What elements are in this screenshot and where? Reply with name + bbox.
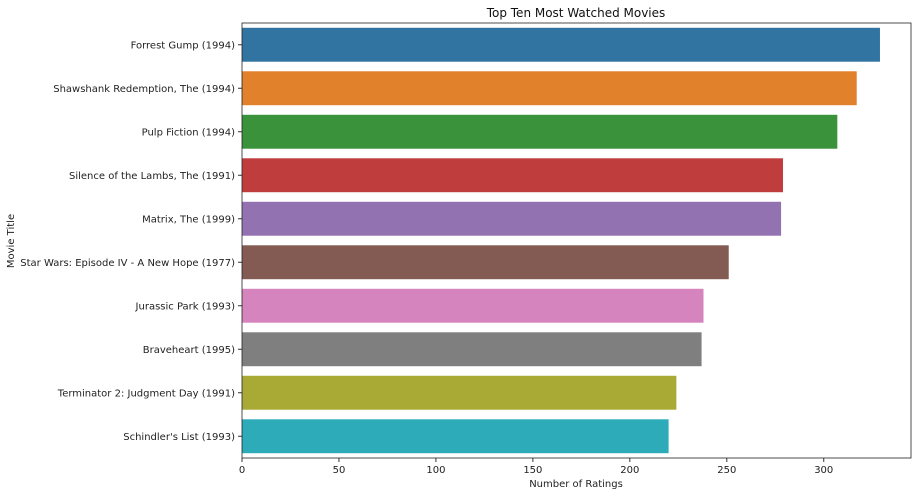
y-axis-label: Movie Title [6,214,17,268]
chart-title: Top Ten Most Watched Movies [486,6,666,20]
x-tick-label: 300 [814,465,833,476]
y-tick-label: Schindler's List (1993) [123,432,235,443]
bar [242,158,784,193]
bar [242,245,729,280]
x-axis-ticks: 0 50 100 150 200 250 300 [239,458,833,476]
y-tick-label: Braveheart (1995) [143,345,235,356]
y-tick-label: Terminator 2: Judgment Day (1991) [57,388,235,399]
y-tick-label: Matrix, The (1999) [142,214,235,225]
y-tick-label: Silence of the Lambs, The (1991) [69,171,235,182]
x-tick-label: 150 [523,465,542,476]
x-tick-label: 200 [620,465,639,476]
bar [242,288,704,323]
y-tick-label: Shawshank Redemption, The (1994) [53,84,235,95]
y-tick-label: Pulp Fiction (1994) [142,127,235,138]
bar [242,201,782,236]
plot-frame [241,22,912,459]
y-tick-label: Jurassic Park (1993) [135,301,236,312]
x-tick-label: 100 [426,465,445,476]
x-axis-label: Number of Ratings [529,479,623,490]
bar [242,71,857,106]
y-tick-label: Forrest Gump (1994) [131,40,236,51]
bar [242,375,677,410]
x-tick-label: 0 [239,465,245,476]
y-tick-label: Star Wars: Episode IV - A New Hope (1977… [20,258,235,269]
x-tick-label: 250 [717,465,736,476]
bar [242,419,669,454]
bar [242,332,702,367]
plot-border [241,22,912,459]
x-tick-label: 50 [333,465,346,476]
bars-group [242,27,880,454]
y-axis-ticks: Forrest Gump (1994) Shawshank Redemption,… [20,40,242,443]
bar [242,27,880,62]
bar [242,114,838,149]
